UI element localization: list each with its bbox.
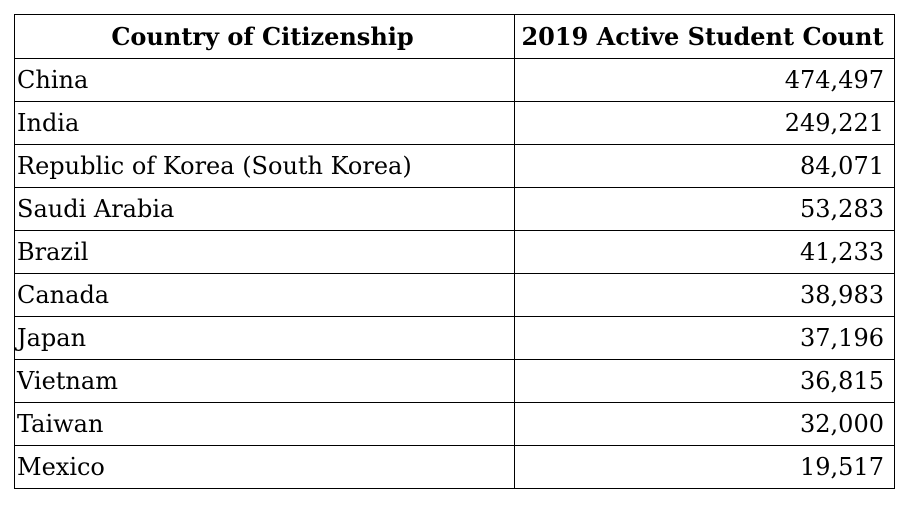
column-header-count: 2019 Active Student Count (514, 14, 895, 59)
table-row: Canada 38,983 (14, 273, 895, 317)
count-cell: 84,071 (514, 144, 895, 188)
table-row: Brazil 41,233 (14, 230, 895, 274)
table-row: India 249,221 (14, 101, 895, 145)
column-header-country: Country of Citizenship (14, 14, 515, 59)
table-row: Vietnam 36,815 (14, 359, 895, 403)
table-row: Saudi Arabia 53,283 (14, 187, 895, 231)
country-cell: Brazil (14, 230, 515, 274)
count-cell: 19,517 (514, 445, 895, 489)
country-cell: Vietnam (14, 359, 515, 403)
country-cell: India (14, 101, 515, 145)
count-cell: 249,221 (514, 101, 895, 145)
country-cell: Canada (14, 273, 515, 317)
count-cell: 38,983 (514, 273, 895, 317)
table-row: Republic of Korea (South Korea) 84,071 (14, 144, 895, 188)
table-header: Country of Citizenship 2019 Active Stude… (14, 14, 895, 59)
header-row: Country of Citizenship 2019 Active Stude… (14, 14, 895, 59)
country-cell: China (14, 58, 515, 102)
country-cell: Taiwan (14, 402, 515, 446)
count-cell: 474,497 (514, 58, 895, 102)
table-row: Japan 37,196 (14, 316, 895, 360)
table-row: China 474,497 (14, 58, 895, 102)
table-row: Taiwan 32,000 (14, 402, 895, 446)
count-cell: 53,283 (514, 187, 895, 231)
count-cell: 37,196 (514, 316, 895, 360)
country-cell: Saudi Arabia (14, 187, 515, 231)
country-cell: Mexico (14, 445, 515, 489)
country-cell: Republic of Korea (South Korea) (14, 144, 515, 188)
table-row: Mexico 19,517 (14, 445, 895, 489)
student-count-table: Country of Citizenship 2019 Active Stude… (14, 14, 895, 489)
country-cell: Japan (14, 316, 515, 360)
count-cell: 41,233 (514, 230, 895, 274)
count-cell: 32,000 (514, 402, 895, 446)
count-cell: 36,815 (514, 359, 895, 403)
table-body: China 474,497 India 249,221 Republic of … (14, 58, 895, 489)
